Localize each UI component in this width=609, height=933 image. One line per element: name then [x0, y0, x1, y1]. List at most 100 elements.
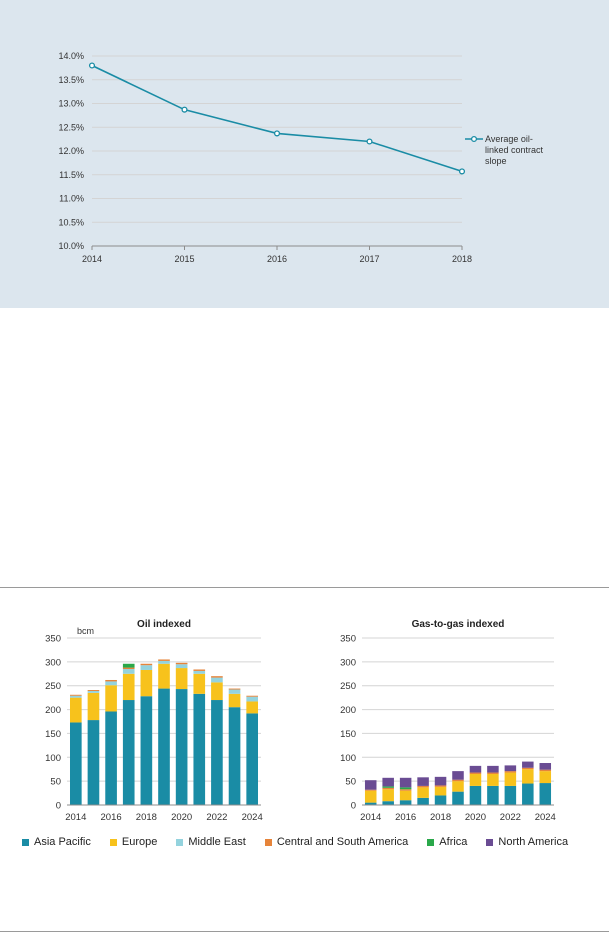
bar-segment — [539, 783, 552, 805]
legend-item: Middle East — [176, 836, 246, 848]
legend-label: Central and South America — [276, 836, 409, 848]
legend-label: Asia Pacific — [34, 836, 91, 848]
legend-label: Average oil- — [485, 134, 533, 144]
legend-marker — [470, 135, 478, 143]
bar-segment — [504, 771, 517, 773]
legend-item: Asia Pacific — [22, 836, 91, 848]
bar-segment — [193, 670, 206, 674]
series-line — [91, 64, 463, 173]
bar-segment — [105, 711, 117, 805]
bar-segment — [469, 765, 482, 773]
bar-segment — [175, 689, 188, 805]
bar-segment — [122, 700, 135, 805]
bar-charts: 0 50 100 150 200 250 300 350 Oil indexed bcm 2014 2… — [45, 619, 556, 823]
y-tick-label: 100 — [45, 753, 61, 764]
y-tick-label: 150 — [340, 729, 356, 740]
bar-segment — [382, 801, 394, 805]
gas-to-gas-indexed-title: Gas-to-gas indexed — [412, 619, 505, 630]
bar-segment — [228, 707, 241, 805]
bar-segment — [487, 773, 499, 786]
y-tick-label: 50 — [50, 777, 61, 788]
legend-label: slope — [485, 156, 507, 166]
y-tick-label: 11.0% — [59, 194, 84, 204]
y-tick-label: 10.5% — [58, 217, 84, 227]
x-tick-label: 2020 — [171, 812, 192, 823]
legend-swatch — [486, 838, 494, 846]
legend-label: linked contract — [485, 145, 544, 155]
y-tick-label: 300 — [45, 657, 61, 668]
bar-segment — [434, 776, 447, 786]
bar-segment — [417, 787, 429, 798]
data-point — [273, 130, 281, 137]
legend-swatch — [427, 838, 435, 846]
x-tick-label: 2016 — [267, 254, 287, 264]
legend-item: Europe — [109, 836, 157, 848]
bar-segment — [522, 761, 534, 768]
bar-segment — [452, 781, 464, 792]
bar-segment — [175, 668, 188, 690]
bar-segment — [539, 769, 552, 772]
y-tick-label: 300 — [340, 657, 356, 668]
bar-segment — [193, 669, 206, 671]
bar-segment — [434, 795, 447, 805]
bar-segment — [399, 787, 412, 790]
x-tick-label: 2016 — [101, 812, 122, 823]
legend-item: North America — [486, 836, 568, 848]
legend-item: Africa — [427, 836, 467, 848]
bar-segment — [87, 720, 100, 805]
bar-segment — [469, 772, 482, 774]
y-tick-label: 12.5% — [58, 122, 84, 132]
x-tick-label: 2018 — [136, 812, 157, 823]
legend-swatch — [264, 838, 272, 846]
y-tick-label: 10.0% — [58, 241, 84, 251]
bar-segment — [504, 772, 517, 786]
bar-segment — [158, 688, 170, 805]
bar-segment — [417, 797, 429, 805]
bar-segment — [158, 663, 170, 689]
bar-segment — [522, 769, 534, 784]
bar-segment — [69, 695, 82, 698]
y-tick-label: 250 — [45, 681, 61, 692]
bar-segment — [122, 667, 135, 670]
y-tick-label: 100 — [340, 753, 356, 764]
x-tick-label: 2017 — [359, 254, 379, 264]
y-tick-label: 13.5% — [58, 75, 84, 85]
bar-segment — [382, 789, 394, 802]
bar-segment — [211, 682, 223, 701]
bar-segment — [228, 688, 241, 690]
bar-segment — [246, 696, 259, 702]
x-tick-label: 2020 — [465, 812, 486, 823]
y-axis-label: bcm — [77, 626, 94, 636]
y-tick-label: 12.0% — [58, 146, 84, 156]
y-tick-label: 0 — [56, 801, 61, 812]
x-tick-label: 2022 — [206, 812, 227, 823]
x-tick-label: 2022 — [500, 812, 521, 823]
bar-segment — [469, 785, 482, 805]
bar-segment — [246, 695, 259, 697]
data-point — [458, 168, 466, 175]
bar-segment — [417, 777, 429, 786]
bottom-divider-line — [0, 931, 609, 932]
bar-segment — [364, 802, 377, 805]
bar-segment — [140, 663, 153, 666]
y-tick-label: 200 — [45, 705, 61, 716]
legend-swatch — [22, 838, 29, 846]
legend-label: Middle East — [188, 836, 246, 848]
y-tick-label: 150 — [45, 729, 61, 740]
bar-segment — [87, 692, 100, 721]
bar-segment — [399, 790, 412, 801]
y-tick-label: 350 — [45, 634, 61, 645]
bar-segment — [87, 690, 100, 693]
bar-segment — [246, 713, 259, 805]
bar-segment — [504, 765, 517, 772]
x-tick-label: 2015 — [174, 254, 194, 264]
y-tick-label: 250 — [340, 681, 356, 692]
y-tick-label: 11.5% — [59, 170, 84, 180]
bar-segment — [228, 693, 241, 708]
x-tick-label: 2024 — [535, 812, 556, 823]
top-divider-line — [0, 587, 609, 588]
bar-segment — [434, 786, 447, 796]
bar-segment — [122, 669, 135, 674]
bar-segment — [452, 779, 464, 782]
legend-item: Central and South America — [264, 836, 409, 848]
